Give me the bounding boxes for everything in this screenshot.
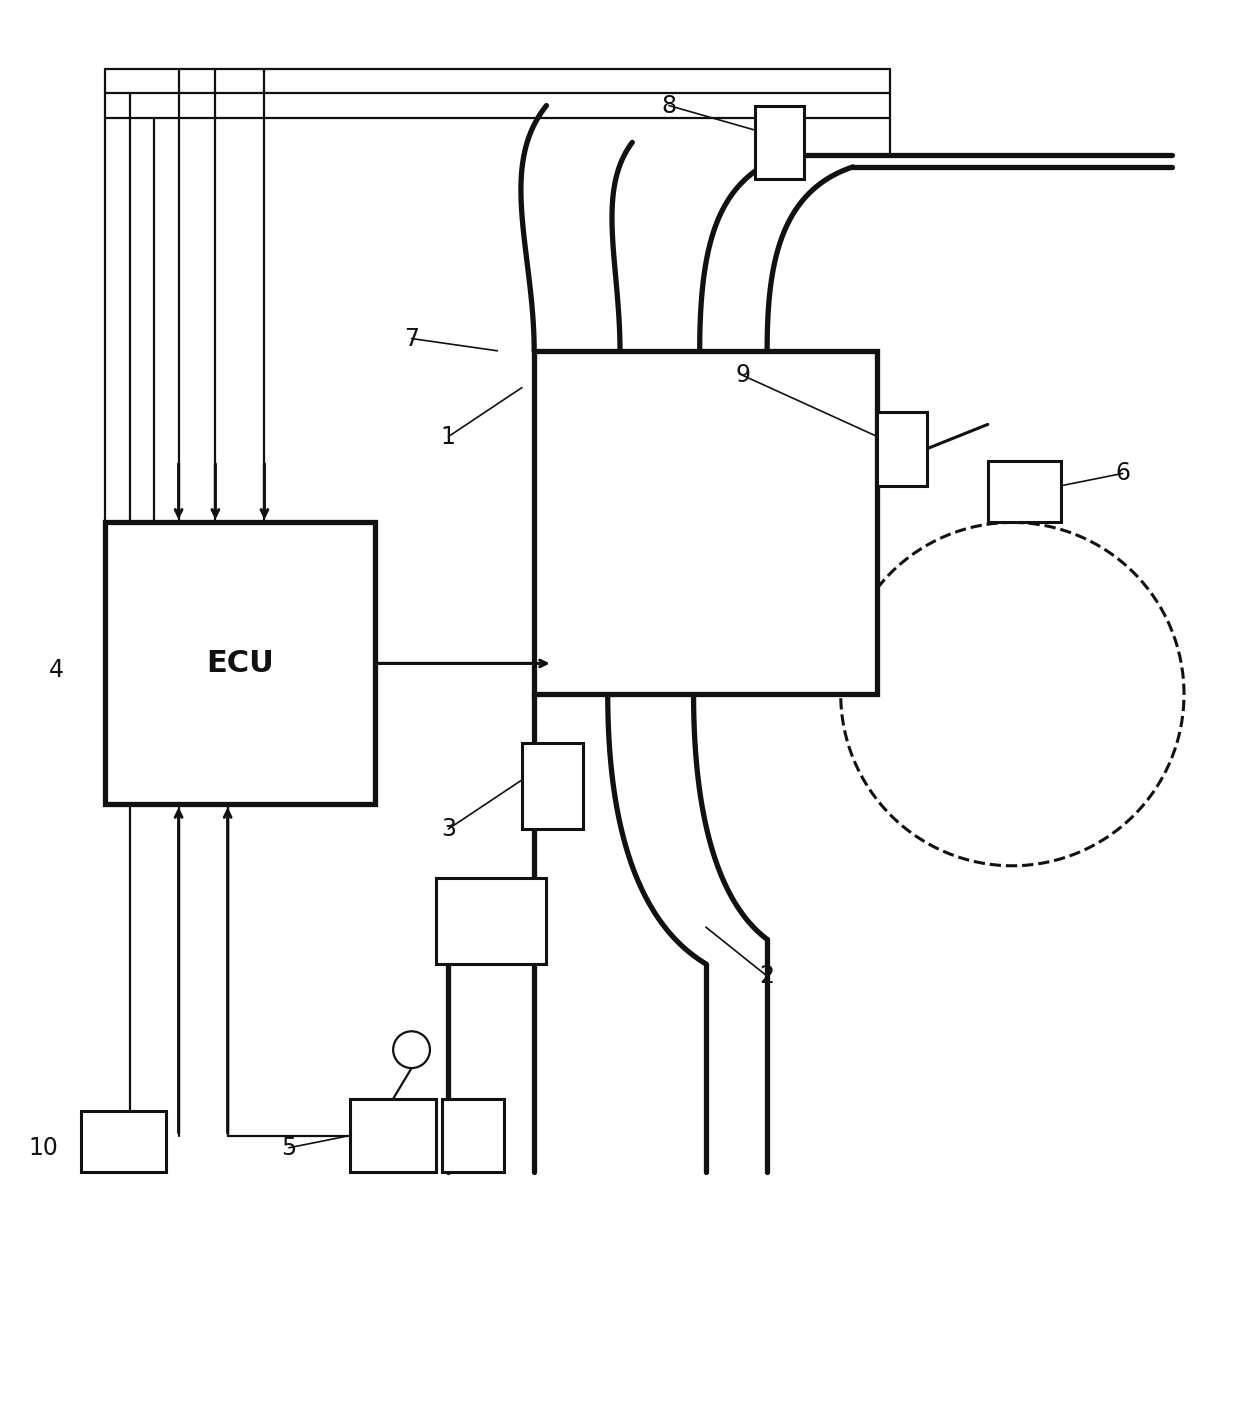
- Text: 7: 7: [404, 326, 419, 351]
- Text: 10: 10: [29, 1136, 58, 1160]
- Text: 4: 4: [48, 657, 63, 681]
- Text: 9: 9: [735, 363, 750, 388]
- Bar: [443, 1099, 503, 1173]
- Bar: [878, 412, 926, 486]
- Text: 6: 6: [1115, 462, 1130, 486]
- Text: 1: 1: [441, 425, 456, 449]
- Text: 5: 5: [281, 1136, 296, 1160]
- Bar: [755, 105, 804, 180]
- Bar: [534, 351, 878, 694]
- Text: 2: 2: [760, 965, 775, 988]
- Bar: [81, 1112, 166, 1173]
- Text: 8: 8: [661, 94, 677, 118]
- Text: 3: 3: [441, 817, 456, 841]
- Bar: [350, 1099, 436, 1173]
- Bar: [105, 523, 374, 805]
- Bar: [436, 878, 547, 963]
- Bar: [988, 462, 1061, 523]
- Bar: [522, 744, 583, 829]
- Text: ECU: ECU: [206, 648, 274, 678]
